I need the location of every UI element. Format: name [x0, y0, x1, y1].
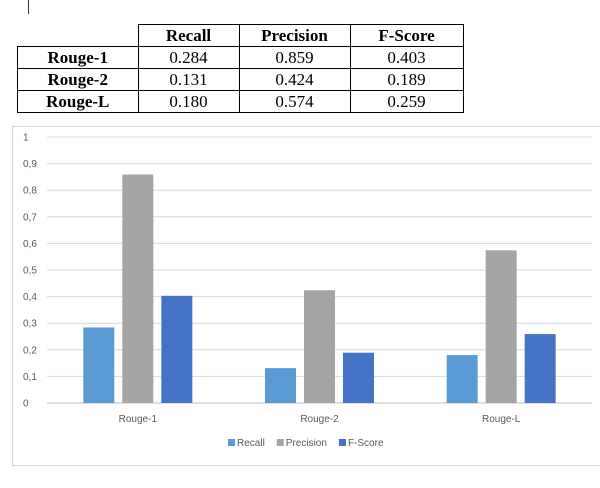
y-tick-label: 0,2 — [23, 345, 37, 356]
bar — [446, 355, 478, 403]
y-tick-label: 0,5 — [23, 266, 37, 277]
y-tick-label: 0,9 — [23, 159, 37, 170]
bar — [524, 334, 556, 403]
y-tick-label: 0,7 — [23, 212, 37, 223]
legend-label: F-Score — [348, 438, 384, 449]
table-cell: 0.424 — [238, 68, 351, 91]
table-cell: 0.403 — [349, 46, 464, 69]
legend-swatch — [338, 439, 346, 446]
x-tick-label: Rouge-1 — [119, 414, 158, 425]
y-tick-label: 1 — [23, 133, 29, 144]
table-row: Rouge-L 0.180 0.574 0.259 — [17, 90, 464, 113]
bar — [161, 295, 193, 403]
bar — [265, 368, 296, 403]
bar — [343, 352, 374, 403]
table-cell: 0.189 — [349, 68, 464, 91]
y-tick-label: 0,1 — [23, 372, 37, 383]
y-tick-label: 0,4 — [23, 292, 37, 303]
bar — [122, 174, 154, 403]
y-tick-label: 0,3 — [23, 319, 37, 330]
x-tick-label: Rouge-L — [482, 414, 521, 425]
table-cell: 0.180 — [137, 90, 240, 113]
y-tick-label: 0,8 — [23, 186, 37, 197]
header-precision: Precision — [238, 24, 351, 47]
legend-label: Precision — [286, 438, 327, 449]
legend-label: Recall — [237, 438, 265, 449]
bar — [485, 250, 517, 403]
table-cell: 0.574 — [238, 90, 351, 113]
row-label: Rouge-2 — [17, 68, 139, 91]
y-tick-label: 0 — [23, 399, 29, 410]
legend-swatch — [276, 439, 284, 446]
text-cursor — [28, 0, 29, 14]
chart-frame — [12, 126, 600, 466]
x-tick-label: Rouge-2 — [300, 414, 339, 425]
metrics-table: Recall Precision F-Score Rouge-1 0.284 0… — [17, 24, 464, 113]
table-header-row: Recall Precision F-Score — [17, 24, 464, 47]
legend-swatch — [228, 439, 235, 446]
y-tick-label: 0,6 — [23, 239, 37, 250]
bar — [304, 290, 335, 403]
header-recall: Recall — [137, 24, 240, 47]
bar — [83, 327, 115, 403]
table-cell: 0.259 — [349, 90, 464, 113]
row-label: Rouge-L — [17, 90, 139, 113]
